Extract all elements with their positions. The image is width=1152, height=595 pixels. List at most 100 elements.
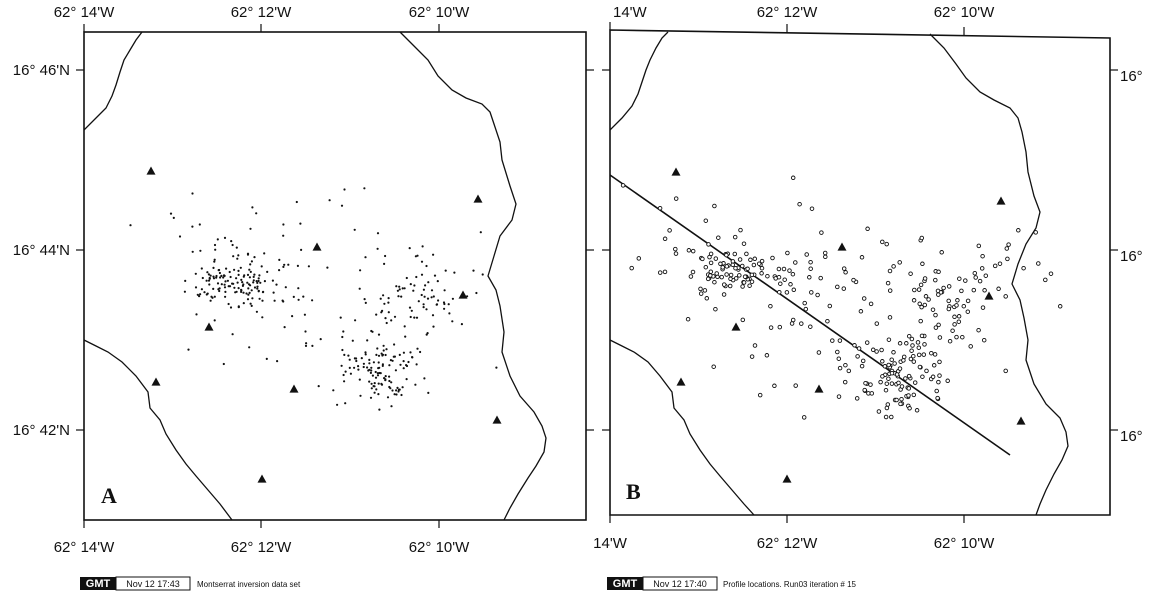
panel-b-epicenter bbox=[972, 270, 978, 276]
panel-a-epicenter bbox=[388, 364, 391, 367]
panel-a-epicenter bbox=[382, 349, 385, 352]
panel-a-epicenter bbox=[236, 281, 239, 284]
panel-a-epicenter bbox=[413, 316, 416, 319]
panel-b-epicenter bbox=[917, 301, 922, 307]
panel-a-epicenter bbox=[272, 291, 275, 294]
panel-a-epicenter bbox=[252, 279, 255, 282]
panel-a-epicenter bbox=[420, 273, 424, 276]
panel-b-epicenter bbox=[744, 251, 749, 257]
panel-b-right-label-1: 16° bbox=[1120, 68, 1143, 85]
panel-a-epicenter bbox=[242, 302, 245, 305]
panel-b-epicenter bbox=[980, 253, 985, 259]
panel-a-epicenter bbox=[395, 393, 398, 396]
panel-a-epicenter bbox=[243, 274, 246, 277]
panel-a-epicenter bbox=[265, 357, 268, 360]
panel-a-epicenter bbox=[427, 281, 430, 284]
panel-b-epicenter bbox=[865, 226, 870, 232]
panel-a-frame bbox=[83, 31, 587, 521]
panel-a-epicenter bbox=[259, 281, 262, 284]
gmt-time-box-b bbox=[642, 576, 718, 591]
panel-a-epicenter bbox=[200, 288, 203, 291]
panel-b-epicenter bbox=[952, 322, 957, 327]
gmt-logo-a bbox=[80, 577, 116, 590]
panel-b-epicenter bbox=[937, 335, 943, 340]
panel-b-epicenter bbox=[982, 288, 987, 293]
panel-b-epicenter bbox=[884, 241, 889, 247]
panel-a-epicenter bbox=[227, 285, 230, 288]
panel-b-epicenter bbox=[751, 262, 757, 268]
panel-a-epicenter bbox=[246, 253, 250, 256]
panel-a-epicenter bbox=[384, 254, 387, 258]
profile-line bbox=[609, 174, 1011, 456]
panel-a-epicenter bbox=[328, 199, 331, 202]
panel-a-epicenter bbox=[414, 383, 417, 386]
panel-b-epicenter bbox=[711, 364, 716, 369]
panel-a-epicenter bbox=[241, 284, 244, 287]
panel-b-epicenter bbox=[918, 318, 923, 324]
panel-b-epicenter bbox=[784, 290, 790, 295]
panel-a-epicenter bbox=[376, 232, 380, 235]
panel-b-station-5 bbox=[814, 384, 824, 393]
panel-b-station-4 bbox=[676, 377, 686, 386]
panel-a-epicenter bbox=[246, 281, 249, 284]
panel-a-epicenter bbox=[381, 363, 384, 366]
panel-a-epicenter bbox=[213, 258, 216, 261]
panel-a-epicenter bbox=[219, 276, 222, 279]
panel-a-epicenter bbox=[223, 283, 226, 286]
panel-b-epicenter bbox=[906, 373, 912, 379]
panel-b-epicenter bbox=[909, 348, 914, 353]
panel-b-epicenter bbox=[892, 361, 897, 366]
panel-b-epicenter bbox=[740, 284, 745, 289]
panel-a-epicenter bbox=[234, 291, 237, 294]
panel-b-epicenter bbox=[861, 296, 867, 301]
panel-a-station-3 bbox=[204, 322, 214, 331]
panel-a-epicenter bbox=[211, 296, 214, 299]
panel-b-epicenter bbox=[785, 250, 790, 256]
panel-a-epicenter bbox=[307, 265, 310, 268]
panel-a-epicenter bbox=[249, 284, 252, 287]
panel-b-epicenter bbox=[1016, 228, 1021, 233]
panel-a-epicenter bbox=[194, 272, 197, 275]
panel-a-epicenter bbox=[447, 303, 450, 306]
gmt-logo-b bbox=[607, 577, 643, 590]
panel-b-epicenter bbox=[837, 338, 843, 343]
panel-b-epicenter bbox=[841, 286, 847, 291]
panel-b-epicenter bbox=[702, 288, 708, 293]
panel-a-epicenter bbox=[374, 370, 377, 374]
panel-b-station-3 bbox=[731, 322, 741, 331]
panel-b-epicenter bbox=[728, 276, 733, 282]
panel-a-epicenter bbox=[359, 394, 362, 397]
panel-a-epicenter bbox=[370, 329, 373, 333]
panel-b-epicenter bbox=[884, 405, 890, 411]
panel-a-epicenter bbox=[386, 396, 390, 399]
panel-a-epicenter bbox=[425, 264, 428, 268]
panel-a-epicenter bbox=[305, 342, 308, 345]
panel-b-epicenter bbox=[878, 379, 883, 385]
panel-b-epicenter bbox=[869, 391, 875, 396]
panel-b-epicenter bbox=[703, 218, 709, 223]
panel-a-epicenter bbox=[255, 280, 258, 283]
panel-a-epicenter bbox=[232, 255, 235, 258]
panel-a-epicenter bbox=[400, 295, 403, 298]
panel-a-epicenter bbox=[431, 314, 435, 317]
panel-a-epicenter bbox=[390, 405, 393, 408]
panel-a-epicenter bbox=[405, 378, 408, 381]
panel-a-epicenter bbox=[376, 374, 380, 377]
panel-a-epicenter bbox=[213, 260, 216, 263]
panel-a-epicenter bbox=[216, 282, 220, 285]
panel-a-epicenter bbox=[375, 313, 378, 316]
panel-a-epicenter bbox=[412, 289, 415, 292]
panel-b-epicenter bbox=[1004, 246, 1010, 251]
panel-a-epicenter bbox=[212, 275, 215, 278]
panel-a-epicenter bbox=[376, 347, 379, 350]
panel-a-epicenter bbox=[423, 377, 426, 380]
panel-b-letter: B bbox=[626, 479, 641, 504]
panel-a-epicenter bbox=[273, 299, 276, 302]
panel-b-epicenter bbox=[926, 297, 931, 302]
panel-b-epicenter bbox=[879, 347, 884, 353]
panel-a-epicenter bbox=[366, 339, 369, 342]
gmt-caption-a: Montserrat inversion data set bbox=[197, 580, 301, 589]
panel-a-epicenter bbox=[198, 223, 201, 226]
panel-a-epicenter bbox=[296, 264, 299, 267]
panel-a-epicenter bbox=[271, 279, 274, 282]
